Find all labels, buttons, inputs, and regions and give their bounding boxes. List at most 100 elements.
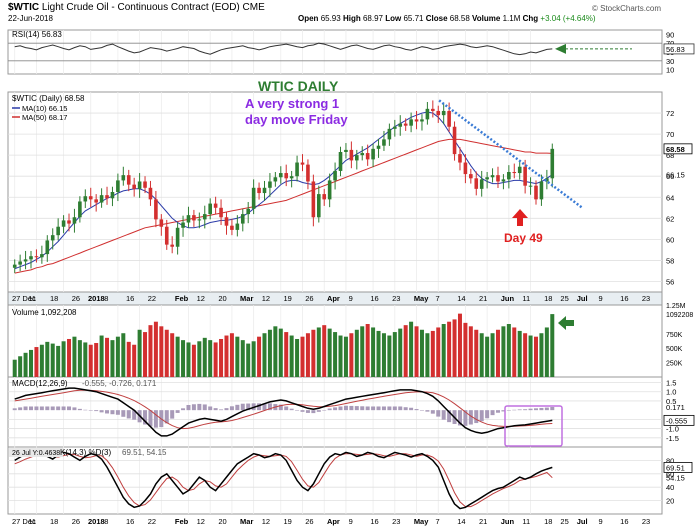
ohlc-body: [534, 185, 538, 200]
top-date-label: 23: [642, 294, 650, 303]
top-date-label: 19: [284, 294, 292, 303]
bottom-date-label: 12: [197, 517, 205, 526]
macd-histogram-bar: [419, 410, 424, 411]
macd-histogram-bar: [544, 407, 549, 411]
ohlc-body: [338, 152, 343, 171]
ohlc-body: [61, 220, 66, 227]
ohlc-body: [45, 240, 50, 255]
top-date-label: 12: [262, 294, 270, 303]
ohlc-body: [414, 119, 419, 122]
volume-bar: [257, 336, 262, 377]
macd-histogram-bar: [132, 410, 137, 420]
macd-histogram-bar: [67, 406, 72, 411]
ohlc-body: [403, 123, 408, 126]
y-tick-macd: 0.5: [666, 397, 676, 406]
macd-histogram-bar: [371, 406, 376, 411]
macd-highlight-box: [504, 405, 563, 447]
top-date-label: 23: [392, 294, 400, 303]
bottom-date-label: 7: [436, 517, 440, 526]
macd-histogram-bar: [316, 410, 321, 412]
macd-histogram-bar: [349, 405, 354, 411]
macd-histogram-bar: [18, 407, 23, 411]
volume-bar: [175, 336, 180, 377]
macd-histogram-bar: [468, 410, 473, 425]
ohlc-body: [240, 214, 245, 224]
macd-histogram-bar: [213, 408, 218, 411]
ma50-line: [14, 138, 553, 274]
ma10-last-label: 66.15: [666, 171, 685, 180]
volume-bar: [208, 340, 213, 377]
volume-bar: [441, 324, 446, 377]
macd-histogram-bar: [512, 409, 517, 411]
macd-histogram-bar: [523, 409, 528, 411]
y-tick-stoch: 20: [666, 497, 674, 506]
volume-bar: [544, 327, 549, 377]
ohlc-body: [175, 227, 180, 247]
volume-bar: [452, 319, 457, 377]
volume-bar: [94, 343, 99, 377]
stoch-legend-values: 69.51, 54.15: [122, 448, 167, 457]
bottom-date-label: 9: [598, 517, 602, 526]
ohlc-body: [154, 199, 158, 220]
macd-histogram-bar: [479, 410, 484, 422]
annotation-subtitle-1: A very strong 1: [245, 96, 339, 111]
ohlc-body: [485, 177, 489, 180]
ohlc-body: [105, 195, 109, 199]
y-tick-price: 70: [666, 130, 674, 139]
bottom-date-label: 18: [544, 517, 552, 526]
volume-bar: [289, 335, 294, 377]
volume-bar: [327, 328, 332, 377]
annotation-title: WTIC DAILY: [258, 78, 339, 94]
volume-bar: [164, 329, 169, 377]
top-date-label: 25: [560, 294, 568, 303]
chg-value: +3.04 (+4.64%): [540, 14, 596, 23]
stoch-k-label: 69.51: [666, 463, 685, 472]
volume-tick: 250K: [666, 361, 683, 368]
macd-histogram-bar: [447, 410, 452, 423]
top-date-label: 18: [544, 294, 552, 303]
ohlc-body: [23, 259, 28, 262]
ohlc-body: [50, 235, 55, 241]
panel-frame-rsi: [7, 29, 663, 75]
ohlc-body: [192, 215, 196, 221]
ohlc-body: [251, 187, 256, 209]
ohlc-body: [382, 139, 386, 146]
bottom-date-label: May: [414, 517, 429, 526]
macd-histogram-bar: [409, 407, 414, 411]
macd-histogram-bar: [94, 410, 99, 412]
volume-bar: [550, 314, 555, 377]
volume-bar: [322, 325, 327, 377]
volume-bar: [436, 327, 441, 377]
macd-histogram-bar: [436, 410, 441, 417]
red-up-arrow-icon: [512, 209, 528, 226]
header-date: 22-Jun-2018: [8, 14, 53, 23]
ohlc-body: [463, 162, 468, 175]
ohlc-body: [539, 181, 544, 200]
ohlc-body: [344, 149, 348, 152]
macd-histogram-bar: [327, 408, 332, 411]
ohlc-body: [56, 226, 60, 236]
rsi-value-tag: [663, 43, 695, 55]
macd-histogram-bar: [148, 410, 153, 427]
volume-bar: [132, 344, 137, 377]
macd-histogram-bar: [300, 410, 305, 412]
ohlc-body: [132, 184, 136, 189]
macd-histogram-bar: [267, 403, 272, 411]
volume-bar: [181, 340, 186, 377]
macd-histogram-bar: [360, 406, 365, 411]
volume-bar: [170, 333, 175, 377]
ma10-line: [14, 111, 553, 270]
macd-histogram-bar: [311, 410, 316, 414]
top-date-label: 7: [436, 294, 440, 303]
volume-bar: [409, 321, 414, 377]
ohlc-body: [197, 219, 202, 221]
volume-bar: [463, 322, 468, 377]
macd-value-tag: [663, 414, 695, 426]
ohlc-body: [224, 217, 229, 226]
y-tick-price: 60: [666, 235, 674, 244]
ohlc-body: [268, 181, 272, 188]
volume-bar: [273, 326, 278, 377]
ohlc-body: [447, 110, 451, 127]
volume-bar: [72, 336, 77, 377]
macd-histogram-bar: [517, 409, 522, 411]
